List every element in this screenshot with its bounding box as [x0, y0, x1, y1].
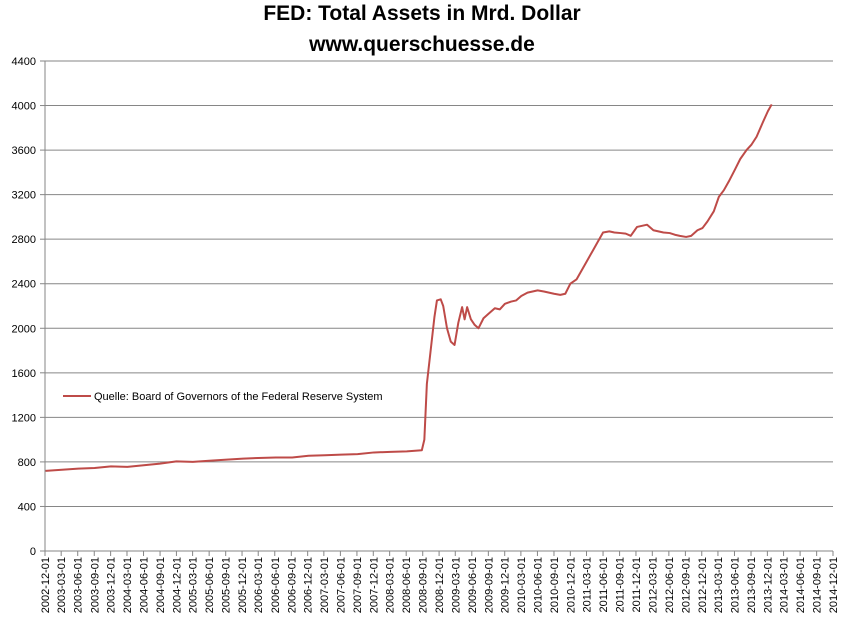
- x-tick-label: 2008-03-01: [385, 557, 397, 613]
- y-tick-label: 4000: [12, 101, 36, 113]
- chart-subtitle: www.querschuesse.de: [308, 33, 535, 56]
- x-tick-label: 2006-12-01: [303, 557, 315, 613]
- x-tick-label: 2003-09-01: [89, 557, 101, 613]
- x-tick-label: 2007-09-01: [352, 557, 364, 613]
- x-tick-label: 2013-12-01: [762, 557, 774, 613]
- x-tick-label: 2013-06-01: [729, 557, 741, 613]
- x-tick-label: 2008-06-01: [401, 557, 413, 613]
- x-tick-label: 2011-12-01: [631, 557, 643, 612]
- x-tick-label: 2009-09-01: [483, 557, 495, 613]
- x-tick-label: 2014-06-01: [795, 557, 807, 613]
- x-tick-label: 2007-03-01: [319, 557, 331, 613]
- x-tick-label: 2005-09-01: [221, 557, 233, 613]
- y-tick-label: 1200: [12, 412, 36, 424]
- y-tick-label: 2400: [12, 279, 36, 291]
- x-tick-label: 2006-06-01: [270, 557, 282, 613]
- x-tick-label: 2011-06-01: [598, 557, 610, 612]
- x-tick-label: 2008-09-01: [418, 557, 430, 613]
- x-tick-label: 2008-12-01: [434, 557, 446, 613]
- x-tick-label: 2006-03-01: [253, 557, 265, 613]
- y-tick-label: 400: [18, 501, 36, 513]
- x-tick-label: 2010-03-01: [516, 557, 528, 613]
- x-tick-label: 2013-03-01: [713, 557, 725, 613]
- x-tick-label: 2004-09-01: [155, 557, 167, 613]
- x-tick-label: 2003-03-01: [56, 557, 68, 613]
- x-tick-label: 2013-09-01: [746, 557, 758, 613]
- x-tick-label: 2004-06-01: [139, 557, 151, 613]
- x-tick-label: 2003-12-01: [106, 557, 118, 613]
- x-tick-label: 2011-09-01: [615, 557, 627, 612]
- y-tick-label: 800: [18, 457, 36, 469]
- x-tick-label: 2005-06-01: [204, 557, 216, 613]
- x-tick-label: 2005-12-01: [237, 557, 249, 613]
- x-tick-label: 2004-12-01: [171, 557, 183, 613]
- x-tick-label: 2005-03-01: [188, 557, 200, 613]
- y-tick-label: 2000: [12, 323, 36, 335]
- x-tick-label: 2014-09-01: [812, 557, 824, 613]
- y-tick-label: 1600: [12, 368, 36, 380]
- x-tick-label: 2012-06-01: [664, 557, 676, 613]
- x-tick-label: 2006-09-01: [286, 557, 298, 613]
- x-tick-label: 2009-06-01: [467, 557, 479, 613]
- y-tick-label: 3600: [12, 145, 36, 157]
- x-tick-label: 2010-09-01: [549, 557, 561, 613]
- x-tick-label: 2007-12-01: [368, 557, 380, 613]
- x-tick-label: 2009-12-01: [500, 557, 512, 613]
- x-tick-label: 2007-06-01: [335, 557, 347, 613]
- x-tick-label: 2002-12-01: [40, 557, 52, 613]
- x-tick-label: 2012-12-01: [697, 557, 709, 613]
- x-tick-label: 2012-09-01: [680, 557, 692, 613]
- y-tick-label: 4400: [12, 56, 36, 68]
- x-tick-label: 2011-03-01: [582, 557, 594, 612]
- x-tick-label: 2014-03-01: [779, 557, 791, 613]
- y-tick-label: 2800: [12, 234, 36, 246]
- x-tick-label: 2014-12-01: [828, 557, 840, 613]
- y-tick-label: 3200: [12, 190, 36, 202]
- chart-title: FED: Total Assets in Mrd. Dollar: [263, 2, 580, 25]
- x-tick-label: 2009-03-01: [450, 557, 462, 613]
- x-tick-label: 2012-03-01: [647, 557, 659, 613]
- line-series: [45, 103, 773, 472]
- x-tick-label: 2010-06-01: [532, 557, 544, 613]
- legend-label: Quelle: Board of Governors of the Federa…: [94, 391, 383, 403]
- x-tick-label: 2004-03-01: [122, 557, 134, 613]
- y-tick-label: 0: [30, 546, 36, 558]
- x-tick-label: 2003-06-01: [73, 557, 85, 613]
- x-tick-label: 2010-12-01: [565, 557, 577, 613]
